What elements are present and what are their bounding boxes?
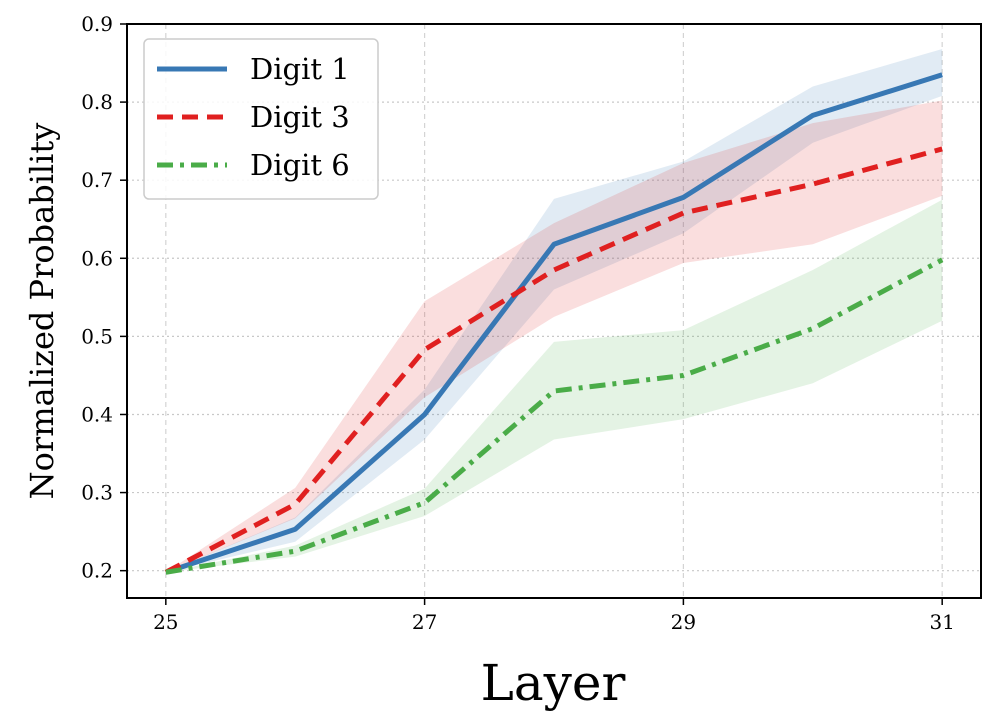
- confidence-band-digit-3: [165, 100, 943, 573]
- y-tick-label: 0.2: [81, 559, 113, 583]
- x-tick-label: 31: [929, 610, 954, 634]
- y-tick-label: 0.9: [81, 12, 113, 36]
- grid: [127, 23, 981, 598]
- y-tick-label: 0.4: [81, 402, 113, 426]
- series-lines: [164, 72, 944, 575]
- plot-frame: [126, 23, 982, 599]
- y-axis-label: Normalized Probability: [23, 123, 61, 500]
- confidence-band-digit-1: [165, 48, 943, 573]
- confidence-bands: [165, 48, 943, 573]
- series-line-digit-1: [165, 72, 943, 575]
- x-tick-label: 27: [412, 610, 437, 634]
- x-axis-label: Layer: [481, 654, 626, 712]
- x-tick-label: 25: [153, 610, 178, 634]
- legend: Digit 1 Digit 3 Digit 6: [143, 38, 379, 200]
- y-tick-label: 0.7: [81, 168, 113, 192]
- confidence-band-digit-6: [165, 199, 943, 573]
- y-tick-label: 0.6: [81, 246, 113, 270]
- legend-label: Digit 6: [250, 148, 350, 182]
- y-tick-label: 0.8: [81, 90, 113, 114]
- legend-label: Digit 1: [250, 52, 350, 86]
- y-tick-label: 0.5: [81, 324, 113, 348]
- legend-frame: [143, 38, 379, 200]
- x-tick-label: 29: [671, 610, 696, 634]
- y-tick-label: 0.3: [81, 481, 113, 505]
- axis-ticks: 25 27 29 31 0.2 0.3 0.4 0.5 0.6 0.7 0.8 0.9: [81, 12, 955, 634]
- legend-label: Digit 3: [250, 100, 350, 134]
